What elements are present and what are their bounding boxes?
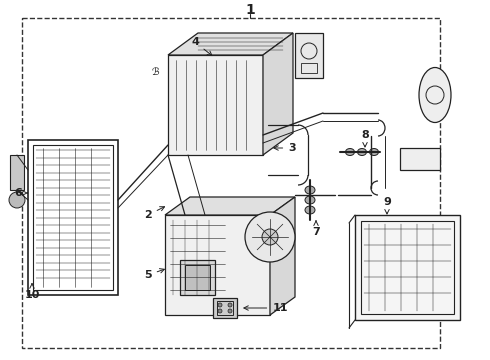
Circle shape [9,192,25,208]
Bar [301,63,317,73]
Text: 7: 7 [312,221,320,237]
Text: 5: 5 [144,269,164,280]
Ellipse shape [305,196,315,204]
Polygon shape [168,55,263,155]
Ellipse shape [419,68,451,122]
Text: ℬ: ℬ [151,67,159,77]
Bar [180,260,215,295]
Bar [355,215,460,320]
Text: 11: 11 [244,303,288,313]
Bar [213,298,237,318]
Polygon shape [263,33,293,155]
Bar [217,301,233,315]
Circle shape [218,303,222,307]
Text: 8: 8 [361,130,369,147]
Text: 1: 1 [245,3,255,17]
Circle shape [245,212,295,262]
Bar [10,155,24,190]
Ellipse shape [358,148,367,156]
Bar [361,221,454,314]
Bar [185,265,210,290]
Polygon shape [270,197,295,315]
Text: 6: 6 [14,188,27,198]
Polygon shape [165,215,270,315]
Bar [22,18,440,348]
Bar [28,140,118,295]
Ellipse shape [369,148,378,156]
Circle shape [228,303,232,307]
Circle shape [228,309,232,313]
Text: 10: 10 [24,284,40,300]
Bar [400,148,440,170]
Bar [33,145,113,290]
Circle shape [262,229,278,245]
Ellipse shape [305,206,315,214]
Text: 3: 3 [274,143,296,153]
Ellipse shape [345,148,354,156]
Polygon shape [165,197,295,215]
Polygon shape [168,33,293,55]
Text: 9: 9 [383,197,391,214]
Text: 2: 2 [144,207,165,220]
Bar [295,33,323,78]
Text: 4: 4 [191,37,212,55]
Circle shape [218,309,222,313]
Ellipse shape [305,186,315,194]
